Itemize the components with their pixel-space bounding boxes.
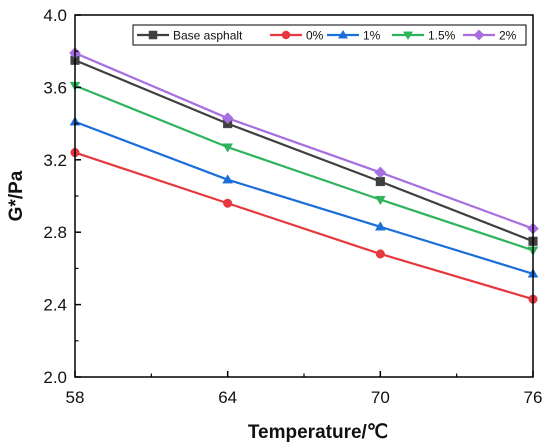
data-point-2	[374, 166, 387, 179]
series-layer	[69, 47, 539, 304]
data-point-base-asphalt	[375, 176, 385, 187]
legend-item-2: 2%	[463, 29, 517, 43]
legend-marker-0	[281, 30, 291, 40]
legend-label-2: 2%	[499, 29, 517, 43]
legend-label-1-5: 1.5%	[428, 29, 456, 43]
x-axis-title: Temperature/℃	[248, 422, 388, 443]
x-tick-label: 64	[218, 388, 237, 407]
legend-marker-2	[473, 29, 485, 41]
series-line-1-5	[74, 84, 534, 252]
legend-label-base-asphalt: Base asphalt	[173, 29, 243, 43]
series-line-2	[74, 51, 534, 230]
data-point-1	[222, 174, 234, 184]
legend-marker-1-5	[402, 31, 414, 41]
series-line-base-asphalt	[74, 59, 534, 243]
y-tick-label: 4.0	[43, 6, 67, 25]
legend-marker-base-asphalt	[148, 30, 158, 40]
legend-label-1: 1%	[363, 29, 381, 43]
data-point-0	[223, 198, 233, 208]
x-tick-label: 58	[66, 388, 85, 407]
axis-layer: 2.0 2.4 2.8 3.2 3.6 4.0 58 64 70 76	[43, 6, 542, 407]
legend-item-1: 1%	[327, 29, 381, 43]
y-tick-label: 2.4	[43, 296, 67, 315]
data-point-2	[221, 112, 234, 125]
legend-marker-1	[337, 29, 349, 39]
data-point-0	[375, 249, 385, 259]
legend-label-0: 0%	[306, 29, 324, 43]
series-line-1	[74, 120, 534, 275]
data-point-1-5	[374, 195, 386, 206]
y-tick-label: 3.6	[43, 78, 67, 97]
y-axis-title: G*/Pa	[6, 170, 27, 221]
x-tick-label: 76	[524, 388, 543, 407]
y-tick-label: 3.2	[43, 151, 67, 170]
legend-item-0: 0%	[270, 29, 324, 43]
series-line-0	[74, 151, 534, 301]
y-tick-label: 2.0	[43, 368, 67, 387]
y-tick-label: 2.8	[43, 223, 67, 242]
legend-item-1-5: 1.5%	[392, 29, 456, 43]
data-point-1-5	[222, 143, 234, 153]
x-tick-label: 70	[371, 388, 390, 407]
data-point-1	[374, 221, 386, 231]
legend: Base asphalt 0% 1% 1.5% 2%	[132, 24, 527, 46]
legend-item-base-asphalt: Base asphalt	[137, 29, 243, 43]
